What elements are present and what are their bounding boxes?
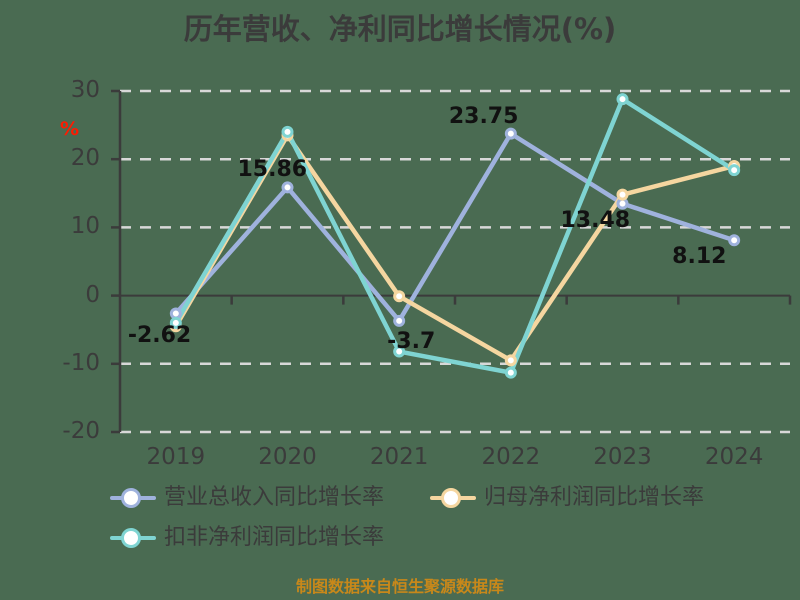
data-point-label: -3.7 [387, 328, 436, 354]
data-point-marker [169, 316, 182, 329]
legend-dot [441, 488, 462, 508]
x-axis-tick-label: 2019 [146, 444, 206, 470]
series-line-0 [173, 131, 737, 324]
legend-dot [121, 528, 141, 548]
data-point-label: 15.86 [237, 157, 308, 183]
data-point-marker [393, 345, 406, 358]
legend-label: 扣非净利润同比增长率 [164, 525, 385, 550]
legend-item-2[interactable]: 扣非净利润同比增长率 [110, 526, 384, 550]
x-axis-tick-label: 2022 [481, 444, 541, 470]
footer-source-note: 制图数据来自恒生聚源数据库 [295, 577, 504, 596]
x-axis-tick-label: 2021 [369, 444, 429, 470]
data-point-label: 8.12 [672, 244, 727, 270]
data-point-marker [504, 127, 517, 140]
legend-row: 扣非净利润同比增长率 [110, 518, 800, 558]
y-axis-tick-label: 10 [70, 213, 100, 240]
data-point-marker [504, 366, 517, 379]
x-axis-tick-label: 2023 [593, 444, 652, 470]
x-axis-tick-label: 2020 [258, 444, 317, 470]
data-point-marker [616, 188, 629, 201]
y-axis-tick-label: 20 [70, 145, 100, 172]
legend-marker-icon [110, 527, 156, 549]
legend-item-0[interactable]: 营业总收入同比增长率 [110, 486, 384, 510]
data-point-marker [281, 125, 294, 138]
legend-label: 营业总收入同比增长率 [164, 485, 385, 510]
legend-row: 营业总收入同比增长率 归母净利润同比增长率 [110, 478, 800, 518]
y-axis-tick-label: 30 [70, 77, 100, 103]
y-axis-tick-label: 0 [85, 281, 100, 308]
data-point-marker [281, 181, 294, 194]
data-point-marker [504, 354, 517, 367]
data-point-marker [616, 93, 629, 106]
data-point-marker [169, 307, 182, 320]
y-axis-unit-symbol: % [60, 118, 80, 140]
data-point-label: -2.62 [127, 323, 192, 349]
series-line-2 [173, 96, 737, 375]
legend-marker-icon [430, 487, 477, 509]
legend-dot [121, 488, 141, 508]
data-point-marker [393, 314, 406, 327]
data-point-marker [728, 164, 741, 177]
legend-item-1[interactable]: 归母净利润同比增长率 [430, 486, 704, 510]
chart-title: 历年营收、净利同比增长情况(%) [183, 12, 617, 46]
x-axis-tick-label: 2024 [704, 444, 764, 470]
data-point-label: 23.75 [448, 103, 519, 129]
y-axis-tick-label: -20 [62, 418, 100, 444]
data-point-marker [728, 234, 741, 247]
legend-label: 归母净利润同比增长率 [484, 485, 705, 510]
chart-legend: 营业总收入同比增长率 归母净利润同比增长率扣非净利润同比增长率 [110, 478, 800, 558]
legend-marker-icon [110, 487, 156, 509]
y-axis-tick-label: -10 [62, 349, 100, 376]
data-point-marker [393, 290, 406, 303]
data-point-label: 13.48 [560, 207, 631, 233]
